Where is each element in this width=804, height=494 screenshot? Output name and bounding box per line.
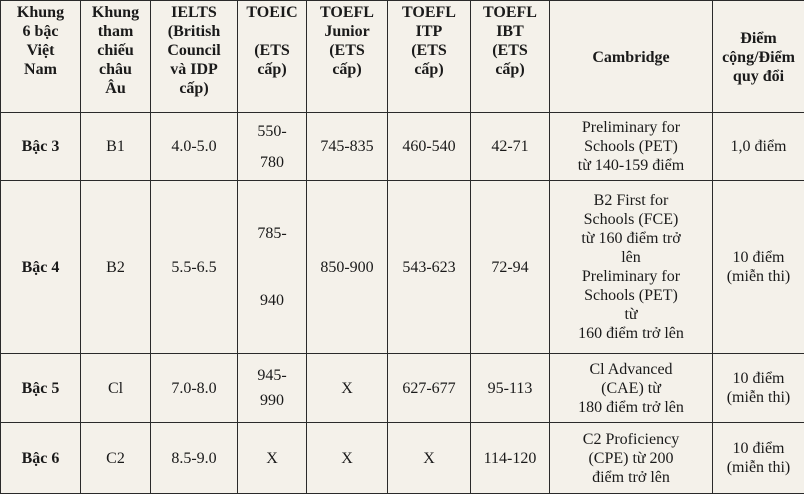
cambridge-cell: C2 Proficiency (CPE) từ 200 điểm trở lên <box>550 423 713 494</box>
toefl-junior-cell: X <box>307 423 388 494</box>
cambridge-cell: Preliminary for Schools (PET) từ 140-159… <box>550 113 713 181</box>
header-points: Điểm cộng/Điểm quy đổi <box>713 1 804 113</box>
ielts-cell: 5.5-6.5 <box>151 181 238 354</box>
toefl-itp-cell: 543-623 <box>388 181 471 354</box>
toefl-itp-cell: 460-540 <box>388 113 471 181</box>
points-cell: 10 điểm (miễn thi) <box>713 423 804 494</box>
level-cell: Bậc 4 <box>1 181 81 354</box>
level-cell: Bậc 5 <box>1 354 81 423</box>
toeic-bottom: 990 <box>240 391 304 410</box>
header-cambridge: Cambridge <box>550 1 713 113</box>
header-toefl-itp: TOEFL ITP (ETS cấp) <box>388 1 471 113</box>
cambridge-cell: Cl Advanced (CAE) từ 180 điểm trở lên <box>550 354 713 423</box>
table-row: Bậc 6 C2 8.5-9.0 X X X 114-120 C2 Profic… <box>1 423 804 494</box>
level-cell: Bậc 3 <box>1 113 81 181</box>
ielts-cell: 4.0-5.0 <box>151 113 238 181</box>
header-vn-framework: Khung 6 bậc Việt Nam <box>1 1 81 113</box>
cefr-cell: B2 <box>81 181 151 354</box>
level-cell: Bậc 6 <box>1 423 81 494</box>
toefl-junior-cell: 745-835 <box>307 113 388 181</box>
toeic-top: 550- <box>240 122 304 141</box>
header-toefl-ibt: TOEFL IBT (ETS cấp) <box>471 1 550 113</box>
toefl-junior-cell: 850-900 <box>307 181 388 354</box>
points-cell: 1,0 điểm <box>713 113 804 181</box>
toefl-ibt-cell: 72-94 <box>471 181 550 354</box>
toeic-cell: X <box>238 423 307 494</box>
toefl-itp-cell: X <box>388 423 471 494</box>
toefl-ibt-cell: 42-71 <box>471 113 550 181</box>
toeic-bottom: 780 <box>240 153 304 172</box>
points-cell: 10 điểm (miễn thi) <box>713 354 804 423</box>
header-row: Khung 6 bậc Việt Nam Khung tham chiếu ch… <box>1 1 804 113</box>
toeic-cell: 785- 940 <box>238 181 307 354</box>
points-cell: 10 điểm (miễn thi) <box>713 181 804 354</box>
header-ielts: IELTS (British Council và IDP cấp) <box>151 1 238 113</box>
toeic-cell: 945- 990 <box>238 354 307 423</box>
header-toeic: TOEIC (ETS cấp) <box>238 1 307 113</box>
toefl-itp-cell: 627-677 <box>388 354 471 423</box>
cefr-cell: B1 <box>81 113 151 181</box>
toefl-junior-cell: X <box>307 354 388 423</box>
table-row: Bậc 4 B2 5.5-6.5 785- 940 850-900 543-62… <box>1 181 804 354</box>
toeic-cell: 550- 780 <box>238 113 307 181</box>
header-cefr: Khung tham chiếu châu Âu <box>81 1 151 113</box>
toefl-ibt-cell: 95-113 <box>471 354 550 423</box>
cambridge-cell: B2 First for Schools (FCE) từ 160 điểm t… <box>550 181 713 354</box>
toeic-top: 785- <box>240 224 304 243</box>
toefl-ibt-cell: 114-120 <box>471 423 550 494</box>
table-row: Bậc 3 B1 4.0-5.0 550- 780 745-835 460-54… <box>1 113 804 181</box>
ielts-cell: 8.5-9.0 <box>151 423 238 494</box>
ielts-cell: 7.0-8.0 <box>151 354 238 423</box>
cefr-cell: C2 <box>81 423 151 494</box>
toeic-top: 945- <box>240 366 304 385</box>
table-row: Bậc 5 Cl 7.0-8.0 945- 990 X 627-677 95-1… <box>1 354 804 423</box>
toeic-bottom: 940 <box>240 291 304 310</box>
header-toefl-junior: TOEFL Junior (ETS cấp) <box>307 1 388 113</box>
cefr-cell: Cl <box>81 354 151 423</box>
toeic-top: X <box>240 449 304 468</box>
